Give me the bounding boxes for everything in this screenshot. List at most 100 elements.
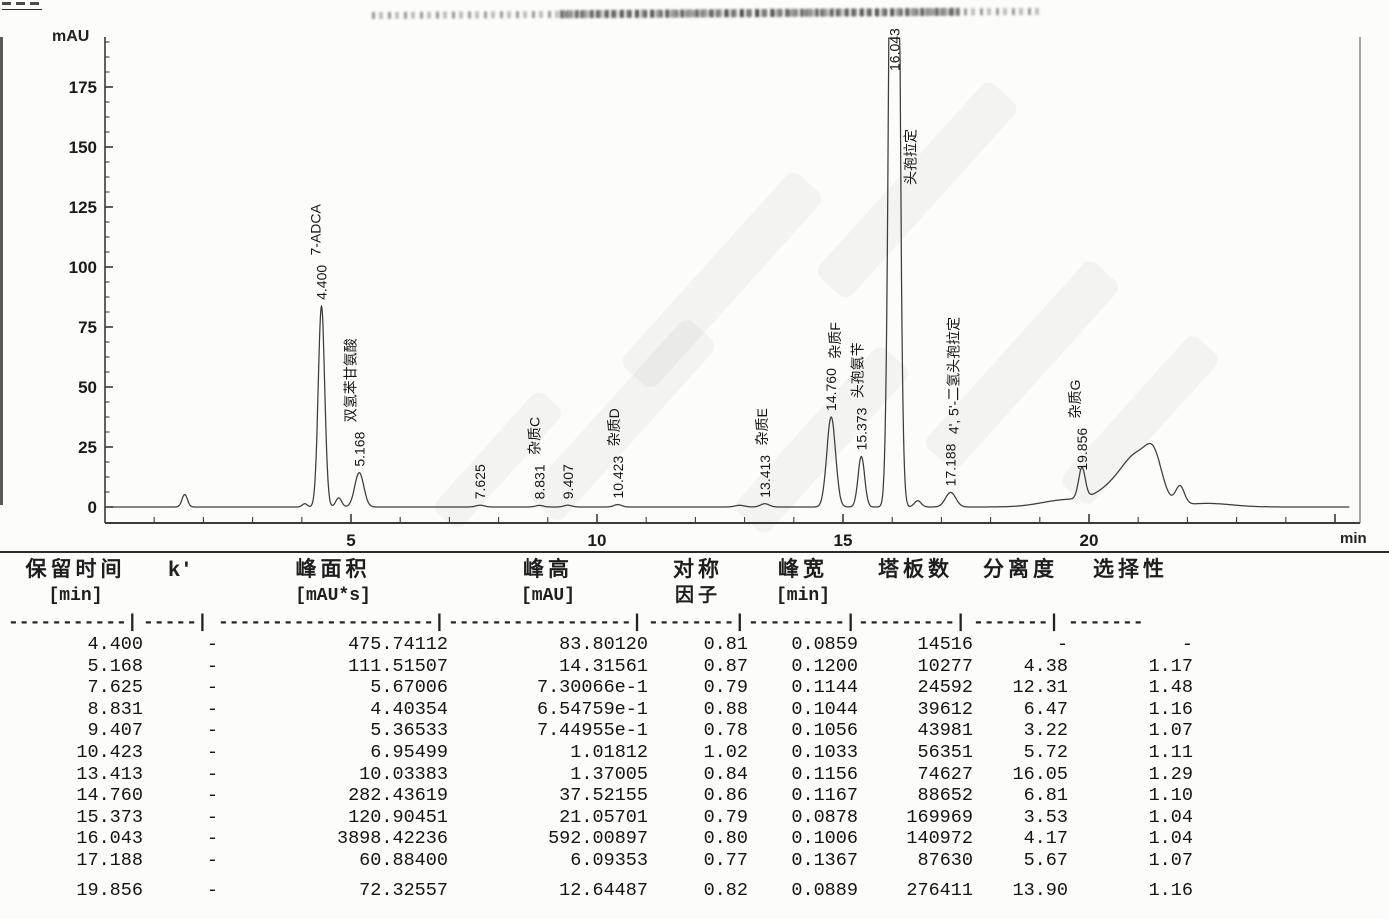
table-row: 13.413 - 10.03383 1.37005 0.84 0.1156 74627 16.… <box>8 764 1228 786</box>
separator-cell: -----------| <box>8 613 138 633</box>
table-cell: - <box>206 763 218 785</box>
peak-retention-time-label: 15.373 <box>853 407 869 450</box>
peak-compound-name-label: 头孢氨苄 <box>849 342 865 398</box>
peak-retention-time-label: 13.413 <box>757 455 773 498</box>
table-cell: 87630 <box>917 849 973 871</box>
separator-cell: -----------------| <box>448 613 643 633</box>
table-cell: - <box>1181 634 1193 655</box>
table-cell: 21.05701 <box>559 806 648 828</box>
table-cell: 5.67 <box>1023 849 1068 871</box>
table-cell: 1.16 <box>1148 698 1193 720</box>
table-cell: 14.31561 <box>559 655 648 677</box>
table-cell: 0.1200 <box>791 655 858 677</box>
table-cell: 7.44955e-1 <box>536 720 648 742</box>
table-cell: 0.77 <box>703 849 748 871</box>
peak-retention-time-label: 14.760 <box>823 368 839 411</box>
table-cell: 12.31 <box>1012 677 1068 699</box>
table-cell: 0.80 <box>703 828 748 850</box>
peak-retention-time-label: 19.856 <box>1074 428 1090 471</box>
table-cell: 5.36533 <box>370 720 448 742</box>
column-header: 峰面积 <box>295 558 371 581</box>
table-cell: 1.16 <box>1148 879 1193 901</box>
column-header-units: [min] <box>48 586 103 606</box>
table-cell: 592.00897 <box>548 828 648 850</box>
y-tick-label: 100 <box>69 258 97 277</box>
table-row: 19.856 - 72.32557 12.64487 0.82 0.0889 276411 1… <box>8 880 1228 902</box>
table-cell: 120.90451 <box>348 806 448 828</box>
peak-compound-name-label: 头孢拉定 <box>902 129 918 185</box>
column-header-units: [mAU*s] <box>295 586 371 606</box>
table-cell: 0.86 <box>703 785 748 807</box>
column-header-units <box>858 584 973 608</box>
table-cell: 0.0889 <box>791 879 858 901</box>
table-cell: 5.67006 <box>370 677 448 699</box>
column-header: 塔板数 <box>878 558 953 581</box>
peak-retention-time-label: 8.831 <box>531 464 547 499</box>
table-cell: - <box>206 828 218 850</box>
separator-cell: ------- <box>1068 613 1144 633</box>
column-header: 峰宽 <box>778 558 828 581</box>
table-cell: 0.1167 <box>791 785 858 807</box>
table-cell: 0.81 <box>703 634 748 655</box>
chromatogram-trace <box>109 37 1350 508</box>
peak-retention-time-label: 9.407 <box>560 464 576 499</box>
table-cell: 3898.42236 <box>336 828 448 850</box>
peak-retention-time-label: 17.188 <box>943 443 959 486</box>
peak-retention-time-label: 10.423 <box>610 456 626 499</box>
table-cell: 37.52155 <box>559 785 648 807</box>
column-header-units <box>1068 584 1193 608</box>
table-cell: 10277 <box>917 655 973 677</box>
table-cell: 7.625 <box>87 677 143 699</box>
peak-retention-time-label: 5.168 <box>351 431 367 466</box>
y-axis-unit-label: mAU <box>52 28 90 45</box>
peak-compound-name-label: 7-ADCA <box>307 203 323 255</box>
table-cell: 1.11 <box>1148 741 1193 763</box>
table-cell: - <box>206 655 218 677</box>
table-row: 5.168 - 111.51507 14.31561 0.87 0.1200 10277 4.… <box>8 656 1228 678</box>
table-cell: 6.95499 <box>370 741 448 763</box>
peak-compound-name-label: 4', 5'-二氢头孢拉定 <box>946 317 962 434</box>
table-cell: 0.1033 <box>791 741 858 763</box>
table-cell: 10.03383 <box>359 763 448 785</box>
table-cell: 1.04 <box>1148 828 1193 850</box>
table-cell: 0.1144 <box>791 677 858 699</box>
column-header: k' <box>168 558 193 581</box>
table-cell: 56351 <box>917 741 973 763</box>
table-cell: 72.32557 <box>359 879 448 901</box>
table-cell: 0.1367 <box>791 849 858 871</box>
table-cell: - <box>206 634 218 655</box>
peak-compound-name-label: 杂质D <box>606 408 622 446</box>
y-tick-label: 50 <box>78 378 97 397</box>
table-cell: 276411 <box>906 879 973 901</box>
table-cell: 0.0859 <box>791 634 858 655</box>
table-cell: 14516 <box>917 634 973 655</box>
table-cell: - <box>206 806 218 828</box>
table-cell: 12.64487 <box>559 879 648 901</box>
separator-cell: -----| <box>143 613 208 633</box>
table-cell: 74627 <box>917 763 973 785</box>
y-tick-label: 25 <box>78 438 97 457</box>
table-cell: 0.1056 <box>791 720 858 742</box>
table-cell: 4.40354 <box>370 698 448 720</box>
separator-cell: -------| <box>973 613 1060 633</box>
table-cell: - <box>206 720 218 742</box>
table-row: 4.400 - 475.74112 83.80120 0.81 0.0859 14516 - - <box>8 634 1228 656</box>
table-row: 8.831 - 4.40354 6.54759e-1 0.88 0.1044 39612 6.… <box>8 699 1228 721</box>
separator-cell: --------| <box>648 613 746 633</box>
scan-edge-line <box>0 37 3 505</box>
table-cell: 5.72 <box>1023 741 1068 763</box>
table-cell: 1.17 <box>1148 655 1193 677</box>
x-axis-unit-label: min <box>1340 530 1367 547</box>
table-cell: 16.043 <box>76 828 143 850</box>
table-row: 17.188 - 60.88400 6.09353 0.77 0.1367 87630 5.6… <box>8 850 1228 872</box>
table-cell: 3.22 <box>1023 720 1068 742</box>
table-row: 16.043 - 3898.42236 592.00897 0.80 0.1006 1409… <box>8 828 1228 850</box>
table-cell: 7.30066e-1 <box>536 677 648 699</box>
chromatogram-chart: 0 25 50 75 100 125 150 175 5 10 15 20 4.400 7-ADCA 5.1… <box>0 25 1389 565</box>
table-row: 7.625 - 5.67006 7.30066e-1 0.79 0.1144 24592 12… <box>8 677 1228 699</box>
table-row: 10.423 - 6.95499 1.01812 1.02 0.1033 56351 5.72… <box>8 742 1228 764</box>
table-cell: 8.831 <box>87 698 143 720</box>
peak-compound-name-label: 杂质E <box>754 408 770 445</box>
x-tick-label: 15 <box>834 531 853 550</box>
y-tick-label: 175 <box>69 78 97 97</box>
